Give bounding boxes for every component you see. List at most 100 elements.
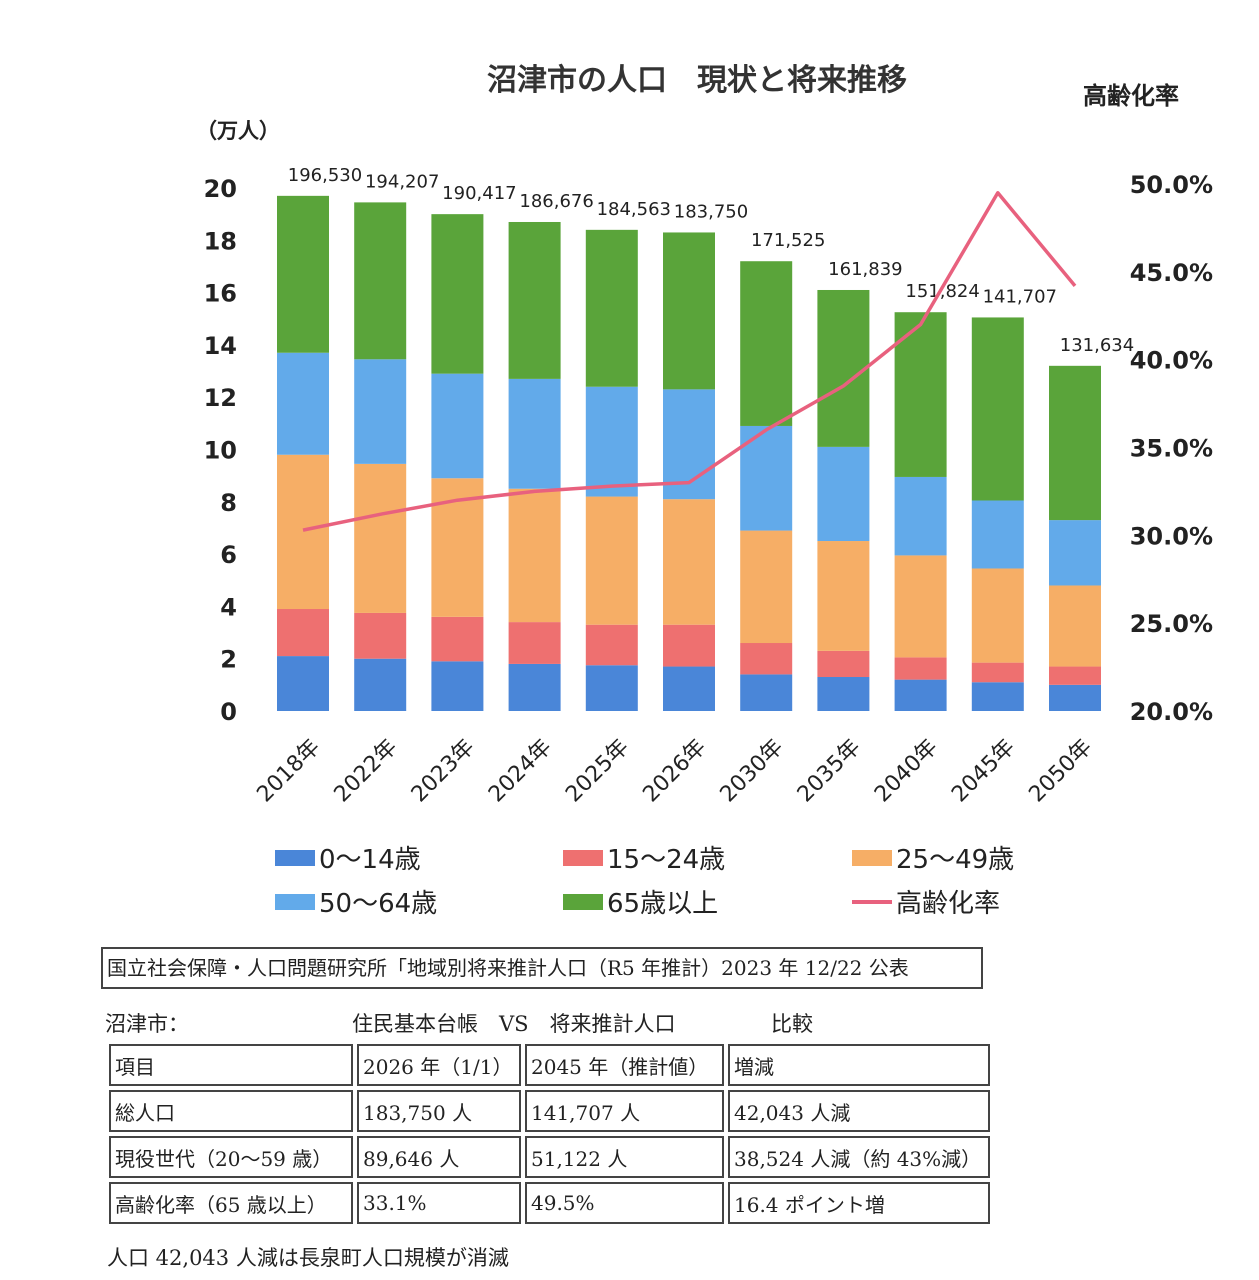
x-tick-label: 2024年 — [484, 735, 557, 808]
bar-segment — [894, 657, 947, 680]
bar-segment — [971, 317, 1024, 501]
bar-segment — [585, 665, 638, 711]
footnote: 人口 42,043 人減は長泉町人口規模が消滅 — [107, 1246, 509, 1270]
legend-item: 高齢化率 — [852, 883, 1000, 920]
bar-segment — [817, 541, 870, 651]
y-tick-label: 20 — [204, 175, 237, 203]
legend-label: 15〜24歳 — [607, 845, 726, 875]
table-cell: 141,707 人 — [525, 1090, 724, 1132]
x-tick-label: 2025年 — [561, 735, 634, 808]
legend-swatch — [275, 893, 315, 910]
legend-swatch — [275, 849, 315, 866]
bar-segment — [817, 289, 870, 447]
bar-segment — [354, 463, 407, 613]
legend-label: 高齢化率 — [896, 889, 1001, 919]
bar-segment — [971, 568, 1024, 663]
table-cell: 2026 年（1/1） — [357, 1044, 521, 1086]
bar-segment — [431, 214, 484, 374]
data-label: 161,839 — [828, 259, 902, 280]
aging-rate-line — [302, 191, 1077, 532]
bar-segment — [354, 658, 407, 711]
x-tick-label: 2045年 — [947, 735, 1020, 808]
legend-item: 15〜24歳 — [563, 839, 725, 876]
data-label: 151,824 — [905, 281, 979, 302]
source-note: 国立社会保障・人口問題研究所「地域別将来推計人口（R5 年推計）2023 年 1… — [101, 947, 983, 989]
x-tick-label: 2022年 — [330, 735, 403, 808]
legend-item: 50〜64歳 — [275, 883, 437, 920]
bar-segment — [277, 195, 329, 353]
bar-segment — [971, 500, 1024, 569]
data-label: 184,563 — [597, 199, 671, 220]
bar-segment — [508, 378, 561, 489]
y2-tick-label: 40.0% — [1130, 347, 1213, 375]
data-label: 194,207 — [365, 171, 439, 192]
table-cell: 2045 年（推計値） — [525, 1044, 724, 1086]
y-axis-unit-label: （万人） — [196, 119, 280, 143]
legend-swatch — [852, 849, 892, 866]
bar-segment — [817, 650, 870, 678]
bar-segment — [508, 488, 561, 623]
bar-segment — [277, 454, 329, 610]
chart-legend: 0〜14歳 15〜24歳 25〜49歳 50〜64歳 65歳以上 高齢化率 — [0, 835, 1259, 919]
bar-segment — [585, 624, 638, 666]
bar-segment — [508, 221, 561, 379]
bar-segment — [354, 359, 407, 464]
data-label: 171,525 — [751, 230, 825, 251]
data-label: 131,634 — [1060, 335, 1134, 356]
y-tick-label: 10 — [204, 437, 237, 465]
bar-segment — [894, 476, 947, 556]
y2-tick-label: 30.0% — [1130, 522, 1213, 550]
table-cell: 増減 — [728, 1044, 990, 1086]
bar-segment — [508, 663, 561, 711]
y2-tick-label: 25.0% — [1130, 610, 1213, 638]
comparison-city-label: 沼津市： — [105, 1012, 189, 1036]
legend-item: 0〜14歳 — [275, 839, 421, 876]
bar-segment — [1049, 365, 1101, 521]
table-row: 高齢化率（65 歳以上） 33.1% 49.5% 16.4 ポイント増 — [109, 1182, 990, 1224]
bar-segment — [894, 555, 947, 658]
table-cell: 16.4 ポイント増 — [728, 1182, 990, 1224]
bar-segment — [817, 446, 870, 542]
table-cell: 33.1% — [357, 1182, 521, 1224]
bar-segment — [740, 643, 793, 675]
x-tick-label: 2050年 — [1024, 735, 1097, 808]
y2-tick-label: 50.0% — [1130, 171, 1213, 199]
bar-segment — [354, 612, 407, 659]
comparison-table: 項目 2026 年（1/1） 2045 年（推計値） 増減 総人口 183,75… — [105, 1040, 994, 1228]
bar-segment — [1049, 666, 1101, 685]
x-tick-label: 2035年 — [793, 735, 866, 808]
bar-segment — [971, 662, 1024, 683]
bar-segment — [1049, 684, 1101, 711]
y2-tick-label: 20.0% — [1130, 698, 1213, 726]
legend-item: 65歳以上 — [563, 883, 718, 920]
legend-line-swatch — [852, 899, 892, 904]
bar-segment — [663, 232, 715, 390]
legend-label: 50〜64歳 — [319, 889, 438, 919]
x-tick-label: 2040年 — [870, 735, 943, 808]
table-cell: 38,524 人減（約 43%減） — [728, 1136, 990, 1178]
bar-segment — [894, 679, 947, 711]
data-label: 183,750 — [674, 201, 748, 222]
bar-segment — [431, 661, 484, 711]
y-tick-label: 16 — [204, 280, 237, 308]
data-label: 190,417 — [442, 183, 516, 204]
bar-segment — [971, 682, 1024, 711]
data-label: 196,530 — [288, 165, 362, 186]
y-tick-label: 8 — [220, 489, 237, 517]
table-cell: 51,122 人 — [525, 1136, 724, 1178]
bar-segment — [277, 656, 329, 711]
bar-segment — [663, 499, 715, 625]
table-cell: 183,750 人 — [357, 1090, 521, 1132]
population-chart: 沼津市の人口 現状と将来推移 （万人） 高齢化率 0 2 4 6 8 10 12 14 16 18… — [196, 63, 1213, 808]
bar-segment — [1049, 520, 1101, 586]
table-row: 現役世代（20〜59 歳） 89,646 人 51,122 人 38,524 人… — [109, 1136, 990, 1178]
y-tick-label: 18 — [204, 227, 237, 255]
chart-title: 沼津市の人口 現状と将来推移 — [487, 63, 907, 98]
legend-swatch — [563, 893, 603, 910]
bar-segment — [740, 530, 793, 644]
y-tick-label: 0 — [220, 698, 237, 726]
legend-item: 25〜49歳 — [852, 839, 1014, 876]
bar-segment — [585, 386, 638, 497]
bar-segment — [277, 352, 329, 455]
bar-segment — [431, 616, 484, 662]
